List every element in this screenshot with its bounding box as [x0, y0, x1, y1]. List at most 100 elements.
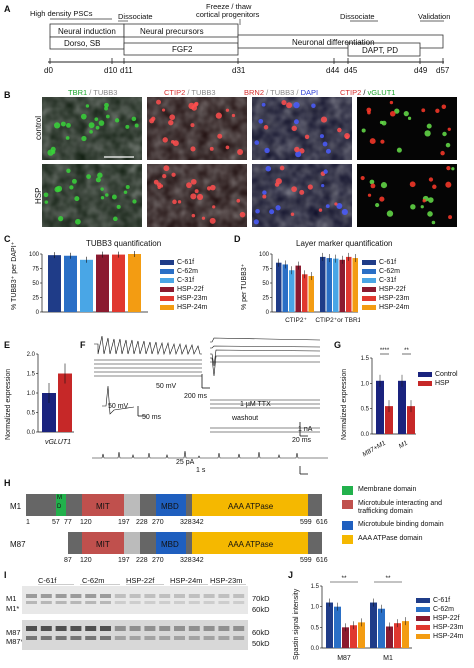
panel-h-m1-num-57: 57: [52, 519, 60, 526]
blot-band-m87-star: [40, 636, 52, 640]
panel-j-legend-label: C-62m: [433, 606, 455, 613]
blot-band-m87-star: [129, 636, 141, 640]
micrograph-cell: [424, 130, 431, 137]
micrograph-cell: [435, 108, 440, 113]
panel-c-bar: [80, 259, 93, 312]
blot-band-m1: [144, 594, 156, 598]
panel-c-legend-label: C-62m: [177, 268, 199, 275]
panel-g-group-label: M1: [398, 439, 410, 450]
micrograph-cell: [380, 182, 388, 189]
panel-j-group-label: M87: [337, 655, 351, 662]
panel-j-legend-item: C-61f: [416, 596, 463, 605]
panel-h-aaa-m1: AAA ATPase: [228, 502, 274, 511]
micrograph-cell: [361, 128, 366, 133]
micrograph-cell: [389, 100, 394, 105]
blot-band-m87-star: [174, 636, 185, 640]
micrograph-cell: [44, 200, 49, 204]
panel-d-legend-label: HSP-22f: [379, 286, 406, 293]
micrograph-cell: [206, 186, 212, 191]
blot-band-m1-star: [114, 601, 126, 604]
blot-band-m1-star: [144, 601, 156, 604]
panel-j-y-tick-label: 0.0: [311, 646, 320, 652]
micrograph-cell: [69, 185, 74, 190]
panel-j-legend-label: C-61f: [433, 597, 451, 604]
panel-d-legend-swatch: [362, 305, 376, 310]
micrograph-cell: [217, 133, 223, 139]
panel-f-scale3t: 20 ms: [292, 437, 312, 444]
micrograph-cell: [190, 146, 196, 152]
timeline-day-45: d45: [344, 66, 358, 75]
timeline-dapt-pd: DAPT, PD: [362, 46, 399, 55]
panel-c-bar: [128, 254, 141, 312]
blot-band-m87-star: [55, 636, 67, 640]
panel-letter-a: A: [4, 4, 11, 14]
panel-d-legend-label: HSP-23m: [379, 295, 410, 302]
micrograph-cell: [420, 205, 424, 209]
panel-i-lane-2: HSP-22f: [126, 576, 155, 585]
panel-j-sig: **: [341, 575, 347, 582]
panel-e-y-tick-label: 1.0: [27, 391, 36, 397]
micrograph-cell: [318, 208, 323, 212]
micrograph-cell: [334, 202, 338, 206]
micrograph-cell: [65, 136, 70, 140]
panel-letter-c: C: [4, 234, 11, 244]
micrograph-cell: [379, 196, 385, 202]
panel-j-bar: [394, 623, 401, 648]
micrograph-cell: [369, 179, 375, 185]
micrograph-cell: [66, 168, 71, 173]
micrograph-cell: [161, 108, 166, 112]
panel-d-legend-item: HSP-22f: [362, 285, 409, 294]
panel-g-y-tick-label: 0.5: [361, 407, 370, 413]
micrograph-cell: [258, 118, 264, 124]
micrograph-cell: [255, 208, 260, 214]
micrograph-cell: [113, 216, 118, 222]
blot-band-m87: [40, 626, 52, 631]
panel-d-legend-swatch: [362, 296, 376, 301]
micrograph-cell: [104, 102, 109, 108]
panel-d-legend-label: HSP-24m: [379, 304, 410, 311]
panel-c-y-tick-label: 25: [32, 296, 39, 302]
micrograph-cell: [370, 183, 376, 189]
blot-band-m87: [55, 626, 67, 631]
panel-h-m1-num-616: 616: [316, 519, 328, 526]
panel-h-m1-num-1: 1: [26, 519, 30, 526]
micrograph-cell: [193, 102, 199, 107]
micrograph-cell: [196, 193, 204, 201]
panel-d-legend-swatch: [362, 287, 376, 292]
micrograph-cell: [345, 135, 349, 140]
panel-f-scale1: 50 mV: [156, 383, 177, 390]
micrograph-col4-label: CTIP2 / vGLUT1: [340, 88, 396, 97]
panel-c-ylabel: % TUBB3⁺ per DAPI⁺: [11, 241, 18, 310]
panel-c-legend-label: HSP-23m: [177, 295, 208, 302]
panel-d-bar: [333, 258, 339, 312]
panel-h-m1-num-120: 120: [80, 519, 92, 526]
panel-i-lane-0: C-61f: [38, 576, 57, 585]
panel-g-sig: ****: [380, 348, 390, 354]
blot-band-m1: [85, 594, 97, 598]
micrograph-cell: [380, 139, 385, 144]
micrograph-cell: [169, 114, 176, 121]
panel-i-m1: M1: [6, 594, 17, 603]
panel-g-legend-swatch: [418, 381, 432, 386]
micrograph-cell: [201, 216, 206, 220]
micrograph-cell: [125, 124, 130, 129]
panel-h-mbd-m87: MBD: [161, 540, 179, 549]
micrograph-cell: [132, 199, 137, 204]
micrograph-cell: [275, 205, 281, 211]
panel-d-group-label: CTIP2⁺or TBR1⁺: [315, 317, 360, 324]
micrograph-cell: [100, 196, 105, 200]
micrograph-cell: [445, 142, 451, 148]
panel-g-legend-item: HSP: [418, 379, 458, 388]
micrograph-cell: [389, 110, 396, 117]
micrograph-cell: [448, 215, 453, 220]
panel-g-legend-swatch: [418, 372, 432, 377]
panel-d-legend-swatch: [362, 278, 376, 283]
panel-d-group-label: CTIP2⁺: [285, 317, 307, 324]
micrograph-cell: [394, 108, 400, 114]
blot-band-m87-star: [144, 636, 156, 640]
panel-d-legend-item: C-31f: [362, 276, 409, 285]
blot-band-m87: [218, 626, 230, 631]
micrograph-cell: [323, 169, 328, 174]
panel-e-bar: [42, 393, 56, 432]
blot-band-m1-star: [55, 601, 67, 604]
